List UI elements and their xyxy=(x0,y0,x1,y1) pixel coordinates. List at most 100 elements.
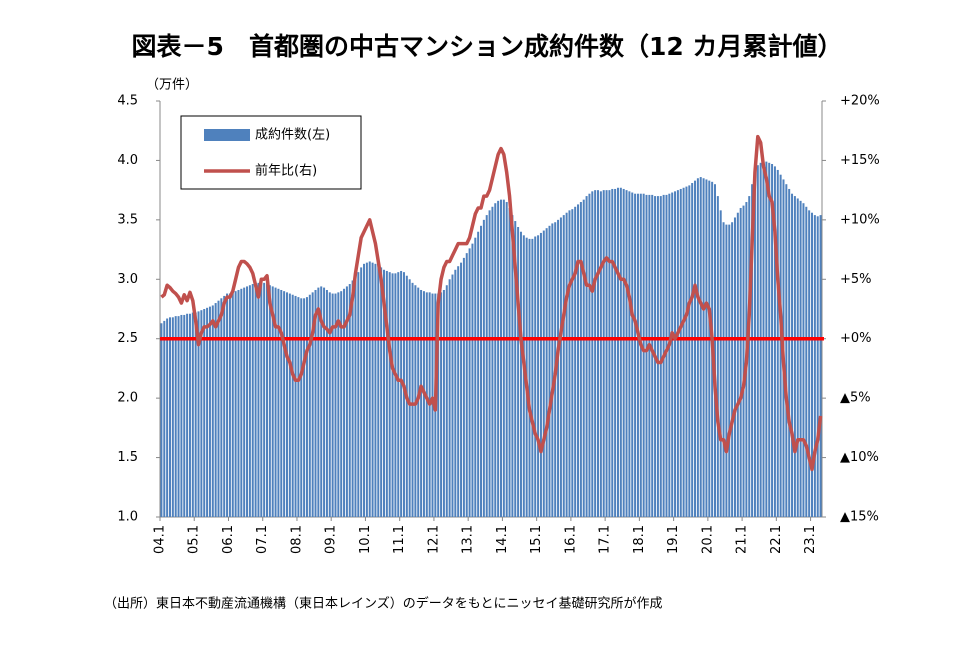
x-tick-label: 18.1 xyxy=(632,525,647,554)
bar xyxy=(645,194,648,517)
y-tick-label: 3.0 xyxy=(117,272,138,287)
bar xyxy=(354,276,357,517)
bar xyxy=(343,288,346,517)
bar xyxy=(497,200,500,517)
bar xyxy=(605,190,608,517)
bar xyxy=(588,193,591,518)
bar xyxy=(274,287,277,517)
bar xyxy=(557,219,560,517)
y2-tick-label: +10% xyxy=(840,212,880,227)
bar xyxy=(793,196,796,518)
bar xyxy=(731,222,734,517)
bar xyxy=(491,206,494,518)
bar xyxy=(340,291,343,517)
x-tick-label: 07.1 xyxy=(255,525,270,554)
source-note: （出所）東日本不動産流通機構（東日本レインズ）のデータをもとにニッセイ基礎研究所… xyxy=(104,596,662,612)
bar xyxy=(534,236,537,518)
bar xyxy=(348,284,351,517)
bar xyxy=(231,292,234,517)
y2-tick-label: ▲10% xyxy=(840,450,879,465)
bar xyxy=(174,316,177,517)
bar xyxy=(722,222,725,517)
bar xyxy=(397,272,400,517)
bar xyxy=(725,224,728,517)
bar xyxy=(337,292,340,517)
bar xyxy=(665,194,668,517)
bar xyxy=(776,169,779,518)
bar xyxy=(257,282,260,517)
bar xyxy=(785,184,788,517)
bar xyxy=(260,281,263,517)
legend-label: 前年比(右) xyxy=(255,163,317,179)
bar xyxy=(619,187,622,517)
bar xyxy=(454,269,457,517)
bar xyxy=(394,273,397,517)
y-tick-label: 1.0 xyxy=(117,510,138,525)
bar xyxy=(796,198,799,517)
bar xyxy=(702,178,705,517)
bar xyxy=(771,163,774,517)
bar xyxy=(639,193,642,518)
bar xyxy=(651,194,654,517)
x-tick-label: 21.1 xyxy=(735,525,750,554)
bar xyxy=(685,186,688,517)
x-tick-label: 17.1 xyxy=(598,525,613,554)
bar xyxy=(508,207,511,517)
bar xyxy=(417,287,420,517)
bar xyxy=(719,210,722,517)
bar xyxy=(616,187,619,517)
bar xyxy=(485,215,488,518)
y-tick-label: 4.0 xyxy=(117,153,138,168)
bar xyxy=(676,190,679,517)
bar xyxy=(320,286,323,517)
bar xyxy=(188,313,191,517)
bar xyxy=(599,191,602,517)
bar xyxy=(183,314,186,517)
bar xyxy=(480,225,483,518)
bar xyxy=(636,193,639,518)
bar xyxy=(374,263,377,517)
bar xyxy=(482,219,485,517)
bar xyxy=(271,286,274,517)
bar xyxy=(668,193,671,518)
bar xyxy=(451,274,454,517)
bar xyxy=(191,312,194,517)
bar xyxy=(614,188,617,517)
y-tick-label: 4.5 xyxy=(117,94,138,109)
bar xyxy=(422,291,425,517)
bar xyxy=(585,196,588,518)
x-tick-label: 10.1 xyxy=(358,525,373,554)
y-tick-label: 1.5 xyxy=(117,450,138,465)
bar xyxy=(628,191,631,517)
bar xyxy=(266,284,269,517)
y2-tick-label: ▲15% xyxy=(840,510,879,525)
bar xyxy=(308,294,311,517)
bar xyxy=(682,187,685,517)
bar xyxy=(380,267,383,517)
bar xyxy=(656,196,659,518)
bar xyxy=(323,287,326,517)
bar xyxy=(779,174,782,518)
bar xyxy=(488,210,491,517)
bar xyxy=(171,317,174,517)
x-tick-label: 09.1 xyxy=(324,525,339,554)
bar xyxy=(420,289,423,517)
bar xyxy=(565,212,568,517)
y2-tick-label: +20% xyxy=(840,94,880,109)
bar xyxy=(802,203,805,517)
bar xyxy=(334,293,337,517)
bar xyxy=(460,262,463,517)
y2-tick-label: +15% xyxy=(840,153,880,168)
bar xyxy=(499,199,502,517)
bar xyxy=(226,293,229,517)
bar xyxy=(437,293,440,517)
bar xyxy=(462,257,465,517)
bar xyxy=(591,191,594,517)
bar xyxy=(206,307,209,517)
bar xyxy=(283,291,286,517)
bar xyxy=(594,190,597,517)
bar xyxy=(294,295,297,517)
line-series xyxy=(160,134,823,472)
bar xyxy=(465,253,468,517)
bar xyxy=(363,263,366,517)
